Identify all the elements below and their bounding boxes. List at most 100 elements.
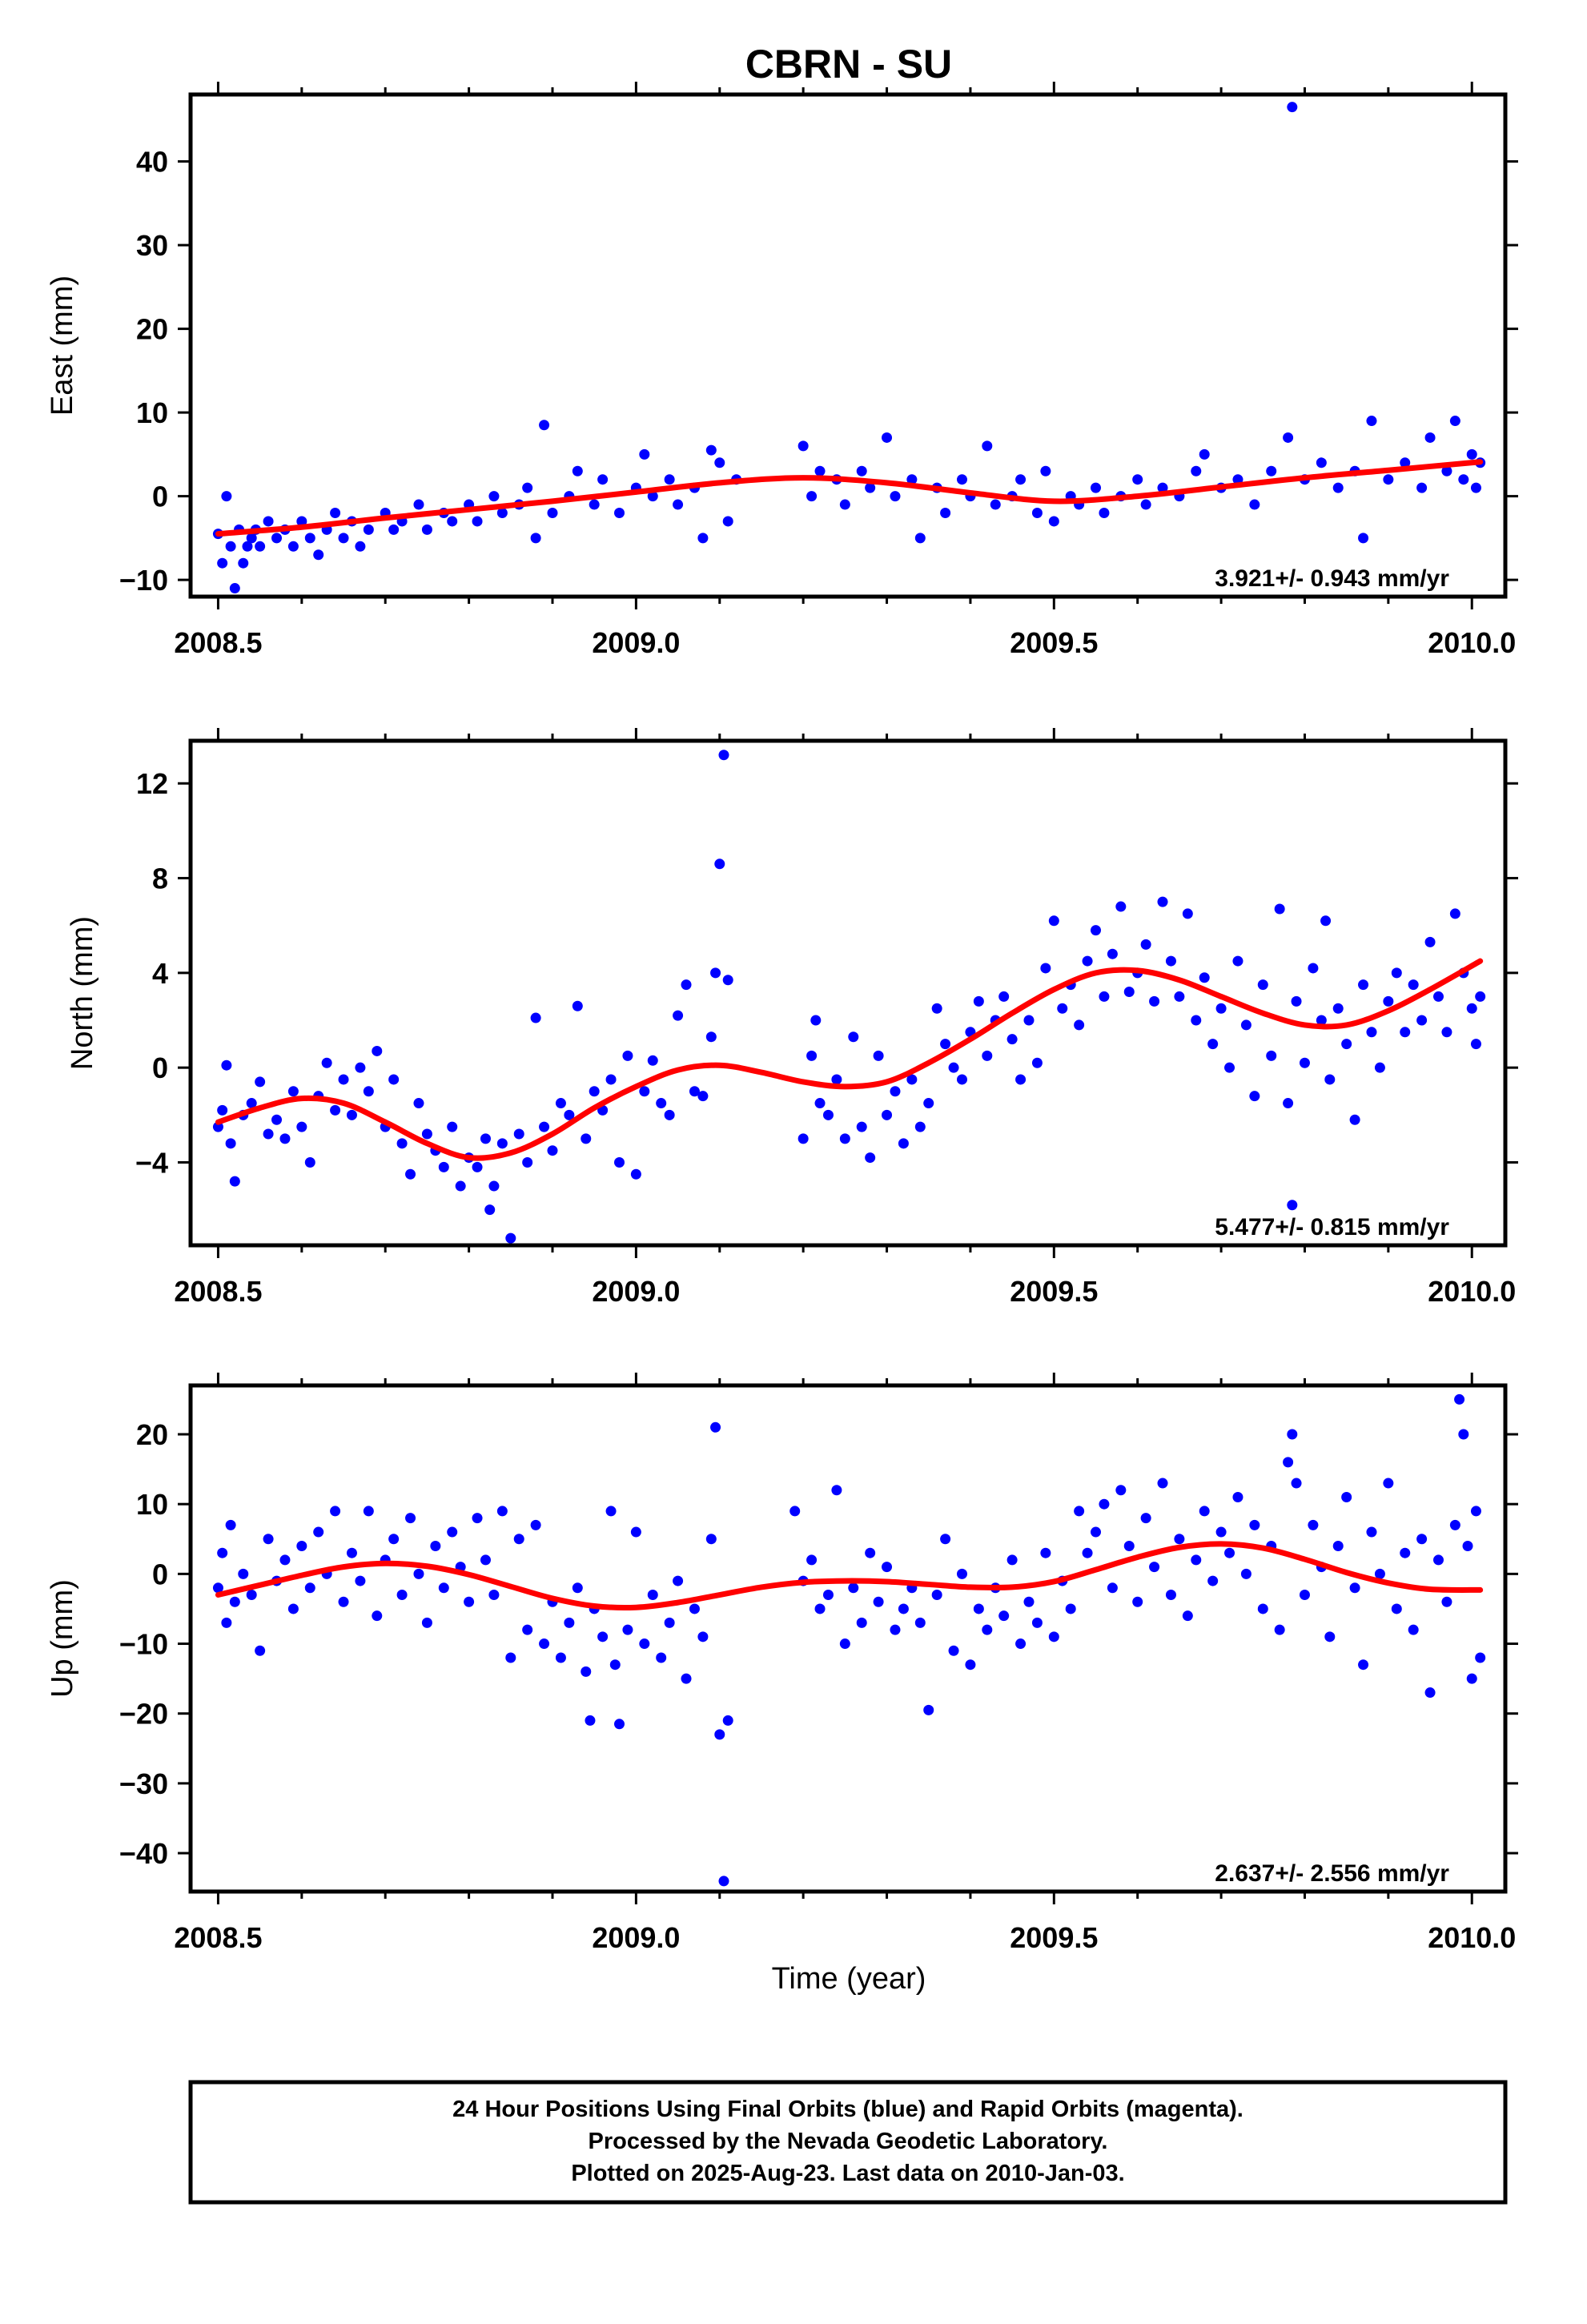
east-data-point — [388, 524, 400, 535]
up-data-point — [279, 1554, 291, 1566]
east-data-point — [1199, 448, 1210, 460]
up-data-point — [1082, 1547, 1093, 1558]
east-data-point — [330, 508, 341, 518]
up-x-tick-label: 2010.0 — [1428, 1921, 1516, 1954]
north-data-point — [1115, 901, 1127, 912]
east-data-point — [313, 549, 324, 561]
north-data-point — [287, 1086, 299, 1097]
north-data-point — [1283, 1098, 1294, 1109]
east-data-point — [798, 440, 809, 452]
east-data-point — [1048, 516, 1059, 527]
up-data-point — [1065, 1603, 1076, 1614]
north-data-point — [396, 1138, 408, 1149]
east-data-point — [1383, 474, 1394, 485]
east-data-point — [882, 432, 893, 443]
up-data-point — [372, 1610, 383, 1622]
up-data-point — [882, 1562, 893, 1573]
east-data-point — [496, 508, 508, 518]
north-data-point — [1358, 979, 1369, 991]
north-data-point — [405, 1168, 416, 1180]
east-data-point — [246, 533, 257, 544]
up-data-point — [488, 1590, 500, 1601]
north-data-point — [1449, 908, 1460, 919]
up-data-point — [330, 1506, 341, 1517]
north-data-point — [1274, 903, 1285, 915]
east-data-point — [705, 444, 717, 456]
north-data-point — [1266, 1050, 1277, 1061]
north-data-point — [1324, 1074, 1336, 1085]
north-data-point — [388, 1074, 400, 1085]
footer-box — [188, 2080, 1508, 2205]
east-data-point — [238, 557, 249, 569]
up-data-point — [564, 1617, 575, 1628]
east-data-point — [1249, 499, 1260, 510]
east-data-point — [1140, 499, 1151, 510]
north-data-point — [496, 1138, 508, 1149]
up-y-tick-label: 0 — [152, 1558, 168, 1590]
north-data-point — [673, 1010, 684, 1021]
north-data-point — [1199, 972, 1210, 983]
up-data-point — [1324, 1631, 1336, 1642]
up-data-point — [614, 1719, 625, 1730]
up-data-point — [313, 1526, 324, 1538]
east-data-point — [597, 474, 609, 485]
north-data-point — [372, 1045, 383, 1056]
north-data-point — [1291, 995, 1302, 1007]
up-data-point — [1165, 1590, 1176, 1601]
up-data-point — [346, 1547, 357, 1558]
east-data-point — [1458, 474, 1469, 485]
north-data-point — [973, 995, 984, 1007]
north-data-point — [555, 1098, 566, 1109]
north-data-point — [1349, 1114, 1360, 1125]
north-data-point — [246, 1098, 257, 1109]
up-data-point — [689, 1603, 700, 1614]
north-data-point — [1366, 1027, 1377, 1038]
up-data-point — [789, 1506, 801, 1517]
east-data-point — [488, 491, 500, 502]
up-data-point — [1132, 1596, 1143, 1607]
up-y-tick-label: −30 — [119, 1767, 168, 1800]
north-data-point — [982, 1050, 993, 1061]
east-data-point — [714, 457, 725, 468]
up-data-point — [287, 1603, 299, 1614]
north-data-point — [539, 1121, 550, 1132]
north-data-point — [1299, 1057, 1310, 1068]
north-data-point — [956, 1074, 967, 1085]
east-data-point — [338, 533, 349, 544]
north-data-point — [1140, 939, 1151, 950]
up-rate-annotation: 2.637+/- 2.556 mm/yr — [1215, 1860, 1449, 1887]
north-y-axis-label: North (mm) — [66, 916, 99, 1070]
up-data-point — [1240, 1568, 1252, 1579]
north-data-point — [1466, 1003, 1477, 1014]
up-x-tick-label: 2008.5 — [174, 1921, 262, 1954]
east-plot-frame — [188, 92, 1508, 599]
north-data-point — [1157, 896, 1168, 907]
east-data-point — [647, 491, 658, 502]
north-data-point — [1091, 925, 1102, 936]
north-data-point — [1441, 1027, 1452, 1038]
east-y-tick-label: −10 — [119, 564, 168, 597]
up-data-point — [923, 1704, 934, 1715]
up-data-point — [1287, 1429, 1298, 1440]
east-data-point — [1424, 432, 1436, 443]
footer-line-3: Plotted on 2025-Aug-23. Last data on 201… — [571, 2161, 1124, 2186]
up-data-point — [1416, 1534, 1428, 1545]
east-data-point — [1099, 508, 1110, 518]
up-data-point — [480, 1554, 491, 1566]
east-data-point — [1283, 432, 1294, 443]
north-data-point — [1232, 955, 1243, 967]
up-data-point — [1349, 1582, 1360, 1594]
east-data-point — [940, 508, 951, 518]
up-data-point — [664, 1617, 675, 1628]
east-x-tick-label: 2009.0 — [592, 626, 680, 659]
up-data-point — [1232, 1491, 1243, 1502]
north-data-point — [906, 1074, 918, 1085]
north-data-point — [697, 1091, 709, 1102]
north-data-point — [1165, 955, 1176, 967]
north-data-point — [581, 1133, 592, 1144]
north-data-point — [1320, 915, 1332, 927]
up-data-point — [1207, 1575, 1219, 1586]
up-data-point — [1191, 1554, 1202, 1566]
east-data-point — [413, 499, 424, 510]
east-x-tick-label: 2010.0 — [1428, 626, 1516, 659]
